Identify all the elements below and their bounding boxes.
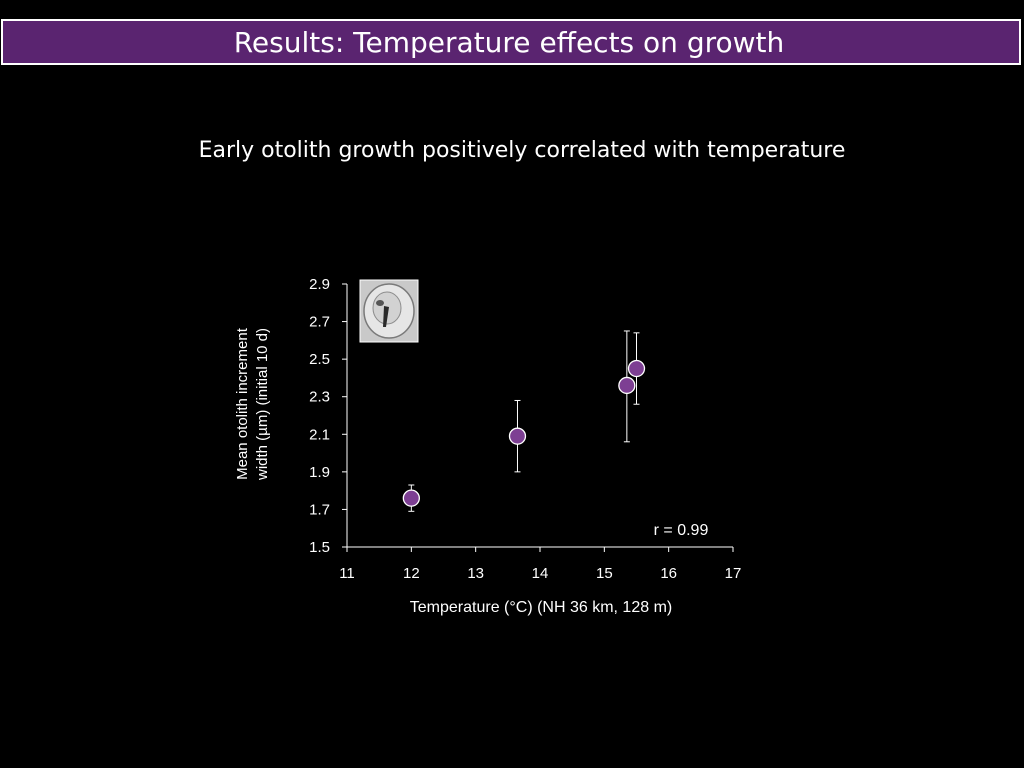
y-tick-label: 1.7 [309,501,330,518]
x-tick-label: 11 [339,565,355,582]
title-bar: Results: Temperature effects on growth [1,19,1021,65]
y-axis-label-line-2: width (µm) (initial 10 d) [254,328,271,481]
y-axis-label-line-1: Mean otolith increment [234,327,251,480]
x-tick-label: 13 [467,565,484,582]
y-tick-label: 2.3 [309,389,330,406]
y-tick-label: 2.7 [309,314,330,331]
x-tick-label: 17 [725,565,742,582]
x-tick-label: 14 [532,565,549,582]
data-point [508,427,527,445]
data-point [627,359,646,378]
y-tick-label: 2.1 [309,426,330,443]
slide-subtitle: Early otolith growth positively correlat… [198,138,846,163]
data-point [402,489,420,507]
y-tick-label: 1.9 [309,464,330,481]
correlation-annotation: r = 0.99 [654,522,709,539]
y-tick-label: 2.9 [309,276,330,293]
y-tick-label: 1.5 [309,539,330,556]
x-tick-label: 12 [403,565,420,582]
x-axis-label: Temperature (°C) (NH 36 km, 128 m) [410,599,672,616]
slide-title: Results: Temperature effects on growth [233,25,785,59]
otolith-image [359,279,419,343]
data-point [618,376,636,395]
x-tick-label: 16 [660,565,677,582]
y-tick-label: 2.5 [309,351,330,368]
x-tick-label: 15 [596,565,613,582]
